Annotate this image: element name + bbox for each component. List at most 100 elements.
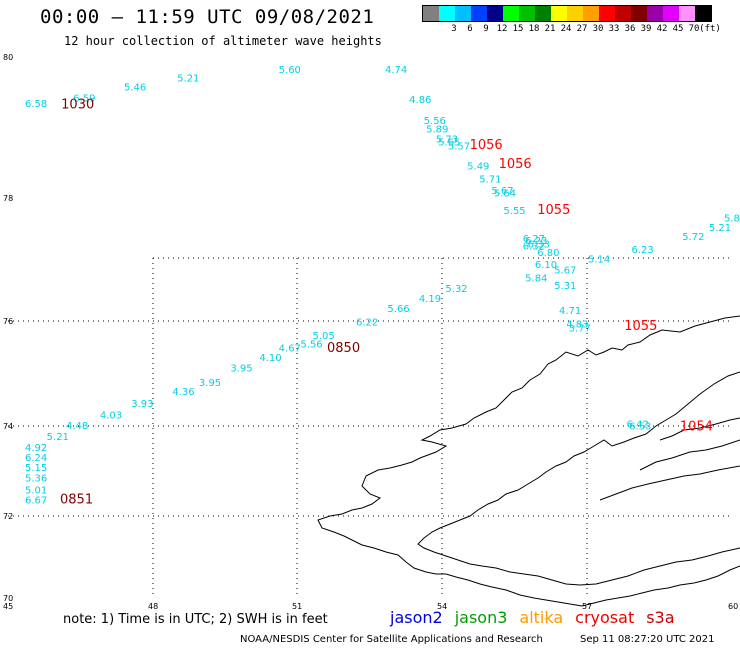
legend-swatch — [455, 6, 471, 21]
wave-height-labels: 6.58 6.595.465.215.60 4.744.865.565.895.73… — [25, 65, 740, 506]
wave-height-label: 4.86 — [409, 95, 431, 106]
legend-label: 12 — [496, 24, 508, 34]
wave-height-label: 5.21 — [47, 432, 69, 443]
pass-time-label: 1030 — [61, 97, 94, 112]
wave-height-label: 5.05 — [313, 331, 335, 342]
legend-swatch — [583, 6, 599, 21]
wave-height-label: 3.95 — [230, 363, 252, 374]
wave-height-label: 4.74 — [385, 65, 407, 76]
wave-height-label: 6.23 — [525, 236, 547, 247]
lat-tick-label: 72 — [3, 512, 13, 521]
wave-height-label: 4.19 — [419, 294, 441, 305]
wave-height-label: 5.01 — [25, 486, 47, 497]
wave-height-label: 5.56 — [300, 340, 322, 351]
legend-label: 9 — [483, 24, 489, 34]
mission-label: jason3 — [454, 608, 508, 627]
footer-note: note: 1) Time is in UTC; 2) SWH is in fe… — [63, 612, 328, 627]
legend-label: 42 — [656, 24, 668, 34]
lon-tick-label: 57 — [582, 602, 592, 611]
wave-height-label: 5.67 — [491, 186, 513, 197]
wave-height-label: 6.42 — [627, 420, 649, 431]
legend-swatch — [551, 6, 567, 21]
legend-label: 24 — [560, 24, 572, 34]
wave-height-label: 5.21 — [177, 73, 199, 84]
legend-label: 33 — [608, 24, 620, 34]
mission-legend: jason2 jason3 altika cryosat s3a — [390, 608, 687, 627]
legend-swatch — [647, 6, 663, 21]
lat-tick-label: 80 — [3, 53, 13, 62]
legend-label: 6 — [467, 24, 473, 34]
wave-height-label: 4.10 — [259, 353, 281, 364]
legend-swatch — [487, 6, 503, 21]
legend-label: 21 — [544, 24, 556, 34]
wave-height-label: 6.27 — [523, 234, 545, 245]
credit-text: NOAA/NESDIS Center for Satellite Applica… — [240, 634, 543, 645]
wave-height-label: 6.10 — [535, 260, 557, 271]
wave-height-label: 4.83 — [566, 320, 588, 331]
lat-tick-label: 78 — [3, 194, 13, 203]
wave-height-label: 3.95 — [199, 378, 221, 389]
legend-label: 3 — [451, 24, 457, 34]
wave-height-label: 6.67 — [25, 495, 47, 506]
pass-time-label: 1055 — [624, 319, 657, 334]
legend-swatch — [695, 6, 711, 21]
legend-label: 39 — [640, 24, 652, 34]
lon-tick-label: 54 — [437, 602, 447, 611]
wave-height-label: 5.55 — [503, 206, 525, 217]
lat-lon-grid — [8, 257, 733, 598]
wave-height-label: 5.15 — [25, 463, 47, 474]
lat-tick-label: 70 — [3, 594, 13, 603]
mission-label: cryosat — [575, 608, 635, 627]
lon-tick-label: 60 — [728, 602, 738, 611]
wave-height-label: 4.36 — [172, 387, 194, 398]
wave-height-label: 6.59 — [73, 93, 95, 104]
wave-height-label: 5.21 — [709, 223, 731, 234]
legend-swatches — [422, 5, 712, 22]
legend-label: 45 — [672, 24, 684, 34]
legend-swatch — [535, 6, 551, 21]
legend-swatch — [423, 6, 439, 21]
wave-height-label: 4.71 — [559, 306, 581, 317]
wave-height-label: 3.77 — [569, 323, 591, 334]
legend-swatch — [439, 6, 455, 21]
wave-height-label: 5.56 — [424, 116, 446, 127]
wave-height-label: 5.73 — [436, 134, 458, 145]
wave-height-label: 6.58 — [25, 99, 47, 110]
legend-swatch — [567, 6, 583, 21]
legend-swatch — [471, 6, 487, 21]
wave-height-label: 5.65 — [438, 138, 460, 149]
legend-label: 15 — [512, 24, 524, 34]
pass-time-label: 1055 — [537, 203, 570, 218]
coastline-island — [317, 315, 740, 607]
legend-label: 27 — [576, 24, 588, 34]
wave-height-label: 5.66 — [387, 304, 409, 315]
page-title: 00:00 — 11:59 UTC 09/08/2021 — [40, 6, 375, 28]
wave-height-label: 6.80 — [537, 248, 559, 259]
wave-height-label: 4.48 — [66, 421, 88, 432]
wave-height-label: 5.57 — [448, 142, 470, 153]
wave-height-label: 5.14 — [588, 255, 610, 266]
wave-height-label: 6.23 — [632, 245, 654, 256]
wave-height-label: 5.84 — [525, 274, 547, 285]
wave-height-label: 3.93 — [131, 399, 153, 410]
legend-swatch — [663, 6, 679, 21]
wave-height-label: 5.89 — [426, 125, 448, 136]
wave-height-label: 5.8 — [724, 213, 740, 224]
wave-height-label: 5.46 — [124, 83, 146, 94]
legend-label: 70 — [688, 24, 700, 34]
pass-time-label: 0851 — [60, 492, 93, 507]
wave-height-label: 5.72 — [682, 232, 704, 243]
wave-height-label: 6.33 — [528, 239, 550, 250]
lat-tick-label: 76 — [3, 317, 13, 326]
pass-time-label: 1056 — [499, 157, 532, 172]
legend-labels: 3 6 9 12 15 18 21 24 27 30 33 36 39 42 45 70 (ft) — [422, 22, 721, 36]
pass-time-labels: 1030 1056 1056 1055 1055 0850 1054 0851 — [60, 97, 713, 507]
coastline-fjords — [599, 417, 740, 501]
legend-label: 30 — [592, 24, 604, 34]
mission-label: jason2 — [390, 608, 443, 627]
wave-height-label: 5.32 — [445, 284, 467, 295]
color-legend: 3 6 9 12 15 18 21 24 27 30 33 36 39 42 45 70 (ft) — [422, 5, 721, 36]
wave-height-label: 5.67 — [554, 265, 576, 276]
